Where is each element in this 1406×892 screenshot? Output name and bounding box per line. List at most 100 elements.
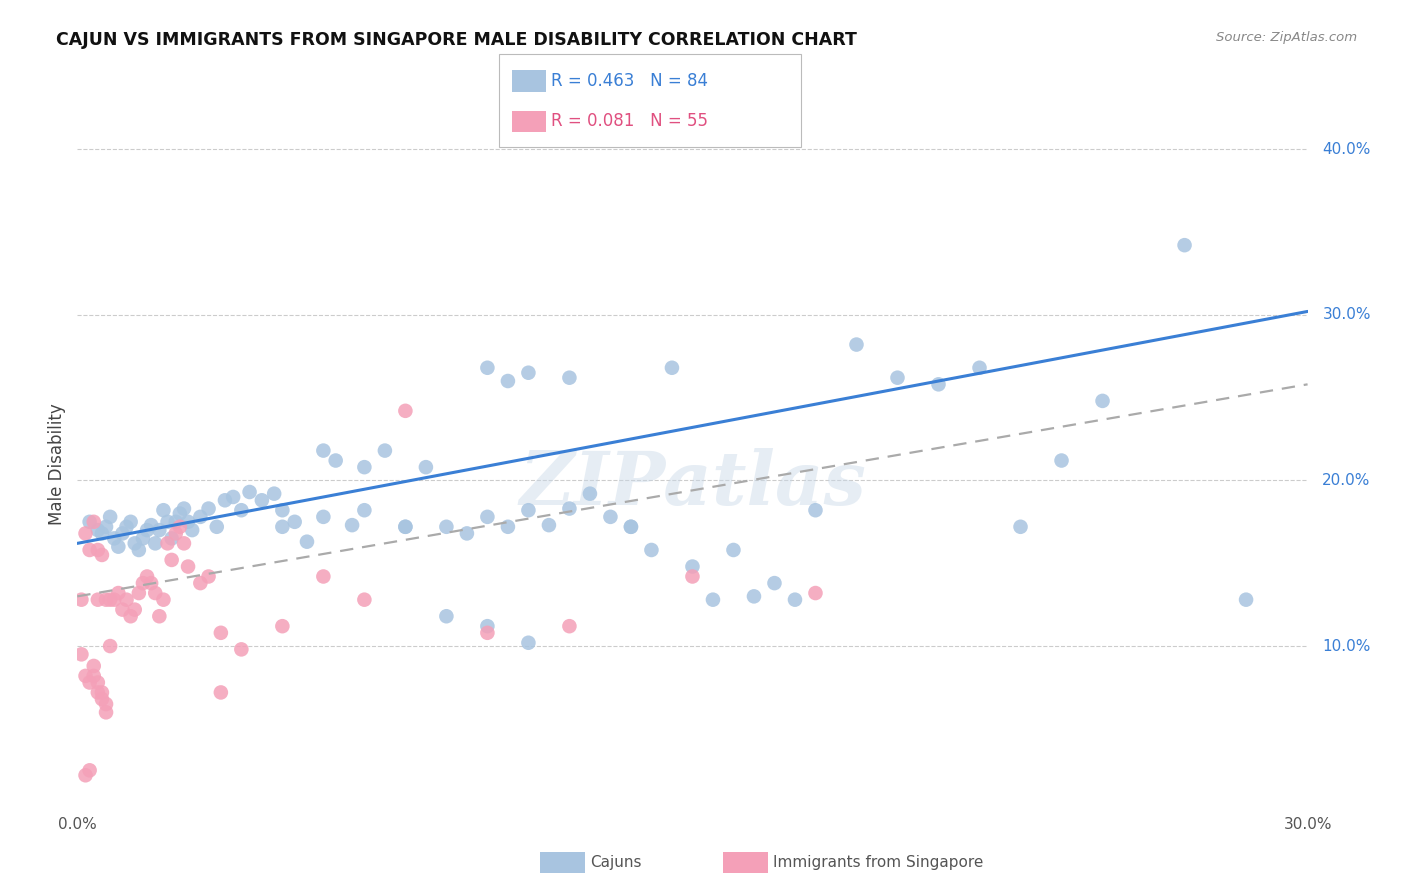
Point	[209, 685, 232, 699]
Point	[90, 548, 114, 562]
Point	[271, 619, 294, 633]
Point	[214, 493, 236, 508]
Point	[742, 590, 765, 604]
Point	[640, 543, 662, 558]
Point	[160, 553, 183, 567]
Point	[143, 536, 166, 550]
Point	[169, 507, 191, 521]
Point	[181, 523, 204, 537]
Point	[477, 509, 499, 524]
Text: Source: ZipAtlas.com: Source: ZipAtlas.com	[1216, 31, 1357, 45]
Point	[353, 460, 375, 475]
Point	[115, 520, 138, 534]
Point	[98, 639, 121, 653]
Point	[141, 518, 163, 533]
Point	[70, 592, 93, 607]
Point	[1050, 453, 1073, 467]
Point	[312, 443, 335, 458]
Point	[87, 523, 110, 537]
Point	[98, 509, 121, 524]
Point	[928, 377, 950, 392]
Point	[136, 523, 159, 537]
Point	[456, 526, 478, 541]
Point	[340, 518, 363, 533]
Point	[83, 659, 105, 673]
Point	[845, 337, 868, 351]
Point	[90, 526, 114, 541]
Point	[436, 520, 458, 534]
Point	[558, 619, 581, 633]
Point	[325, 453, 347, 467]
Point	[103, 592, 125, 607]
Point	[177, 559, 200, 574]
Point	[239, 485, 262, 500]
Point	[517, 636, 540, 650]
Point	[173, 536, 195, 550]
Point	[804, 586, 827, 600]
Point	[702, 592, 724, 607]
Point	[124, 602, 146, 616]
Point	[1234, 592, 1257, 607]
Point	[517, 366, 540, 380]
Text: R = 0.081   N = 55: R = 0.081 N = 55	[551, 112, 709, 130]
Point	[128, 586, 150, 600]
Point	[160, 532, 183, 546]
Text: 40.0%: 40.0%	[1323, 142, 1371, 157]
Point	[353, 503, 375, 517]
Point	[143, 586, 166, 600]
Point	[394, 520, 416, 534]
Point	[177, 515, 200, 529]
Point	[231, 503, 253, 517]
Point	[231, 642, 253, 657]
Point	[87, 543, 110, 558]
Point	[107, 540, 129, 554]
Point	[558, 501, 581, 516]
Point	[79, 515, 101, 529]
Point	[783, 592, 806, 607]
Point	[271, 503, 294, 517]
Point	[295, 534, 318, 549]
Point	[537, 518, 560, 533]
Point	[250, 493, 273, 508]
Point	[1010, 520, 1032, 534]
Point	[79, 543, 101, 558]
Point	[75, 669, 97, 683]
Point	[94, 520, 117, 534]
Point	[374, 443, 396, 458]
Point	[111, 602, 134, 616]
Point	[141, 576, 163, 591]
Point	[477, 619, 499, 633]
Point	[496, 520, 519, 534]
Point	[152, 503, 174, 517]
Point	[94, 592, 117, 607]
Point	[205, 520, 228, 534]
Point	[132, 576, 155, 591]
Point	[132, 532, 155, 546]
Point	[124, 536, 146, 550]
Point	[120, 609, 142, 624]
Point	[197, 569, 219, 583]
Point	[165, 526, 187, 541]
Point	[222, 490, 245, 504]
Point	[477, 625, 499, 640]
Point	[394, 404, 416, 418]
Point	[599, 509, 621, 524]
Y-axis label: Male Disability: Male Disability	[48, 403, 66, 524]
Point	[209, 625, 232, 640]
Point	[75, 526, 97, 541]
Point	[436, 609, 458, 624]
Point	[111, 526, 134, 541]
Point	[136, 569, 159, 583]
Point	[128, 543, 150, 558]
Point	[98, 592, 121, 607]
Text: 10.0%: 10.0%	[1323, 639, 1371, 654]
Point	[579, 486, 602, 500]
Point	[156, 515, 179, 529]
Point	[103, 532, 125, 546]
Point	[682, 559, 704, 574]
Point	[763, 576, 786, 591]
Point	[197, 501, 219, 516]
Point	[804, 503, 827, 517]
Point	[886, 370, 908, 384]
Point	[558, 370, 581, 384]
